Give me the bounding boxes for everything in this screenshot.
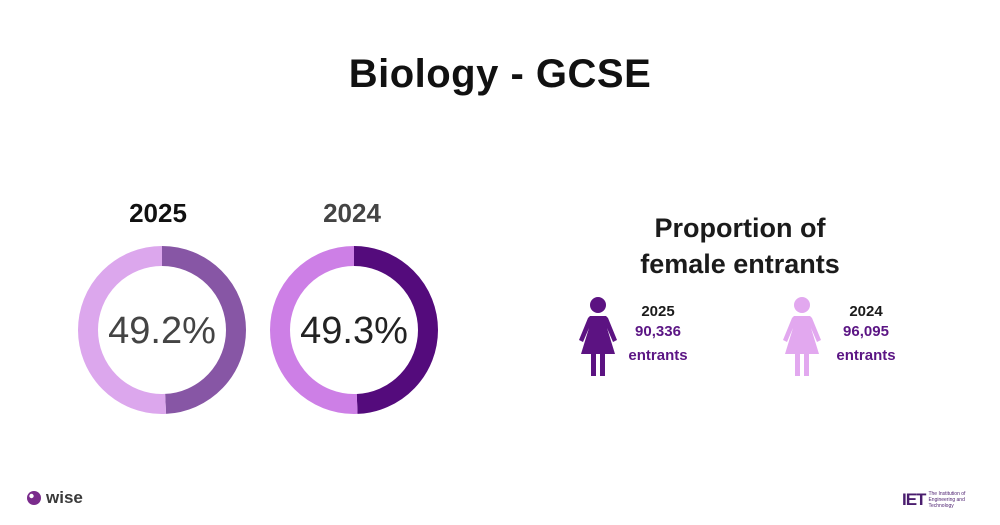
proportion-title-line1: Proportion of (654, 213, 826, 243)
entry-2024-count: 96,095 (843, 323, 889, 340)
donut-2025-percent-label: 49.2% (108, 310, 216, 352)
entry-2024: 2024 96,095 entrants (826, 302, 906, 366)
iet-logo-mark: IET (902, 490, 926, 509)
proportion-title: Proportion of female entrants (600, 210, 880, 282)
chart-2025-year-label: 2025 (129, 198, 187, 228)
wise-logo-icon (27, 491, 41, 505)
entry-2025-unit: entrants (628, 347, 688, 364)
iet-logo: IET The Institution of Engineering and T… (902, 490, 988, 510)
wise-logo-text: wise (46, 488, 83, 507)
iet-logo-text: The Institution of Engineering and Techn… (928, 491, 988, 509)
donut-2024-slice-1 (270, 246, 438, 414)
donut-2025-slice-1 (78, 246, 246, 414)
chart-2024-year-label: 2024 (323, 198, 381, 228)
female-figure-icon (783, 297, 821, 376)
entry-2024-year: 2024 (849, 303, 883, 320)
page-title: Biology - GCSE (348, 52, 652, 96)
donut-2024-percent-label: 49.3% (300, 310, 408, 352)
entry-2025-count: 90,336 (635, 323, 681, 340)
proportion-title-line2: female entrants (640, 249, 840, 279)
donut-chart-2025: 49.2% (78, 246, 246, 414)
female-figure-icon (579, 297, 617, 376)
entry-2024-unit: entrants (836, 347, 896, 364)
entry-2025: 2025 90,336 entrants (618, 302, 698, 366)
wise-logo: wise (26, 488, 83, 508)
iet-logo-line2: Engineering and Technology (928, 497, 965, 509)
entry-2025-year: 2025 (641, 303, 675, 320)
donut-chart-2024: 49.3% (270, 246, 438, 414)
iet-logo-line1: The Institution of (928, 491, 966, 497)
